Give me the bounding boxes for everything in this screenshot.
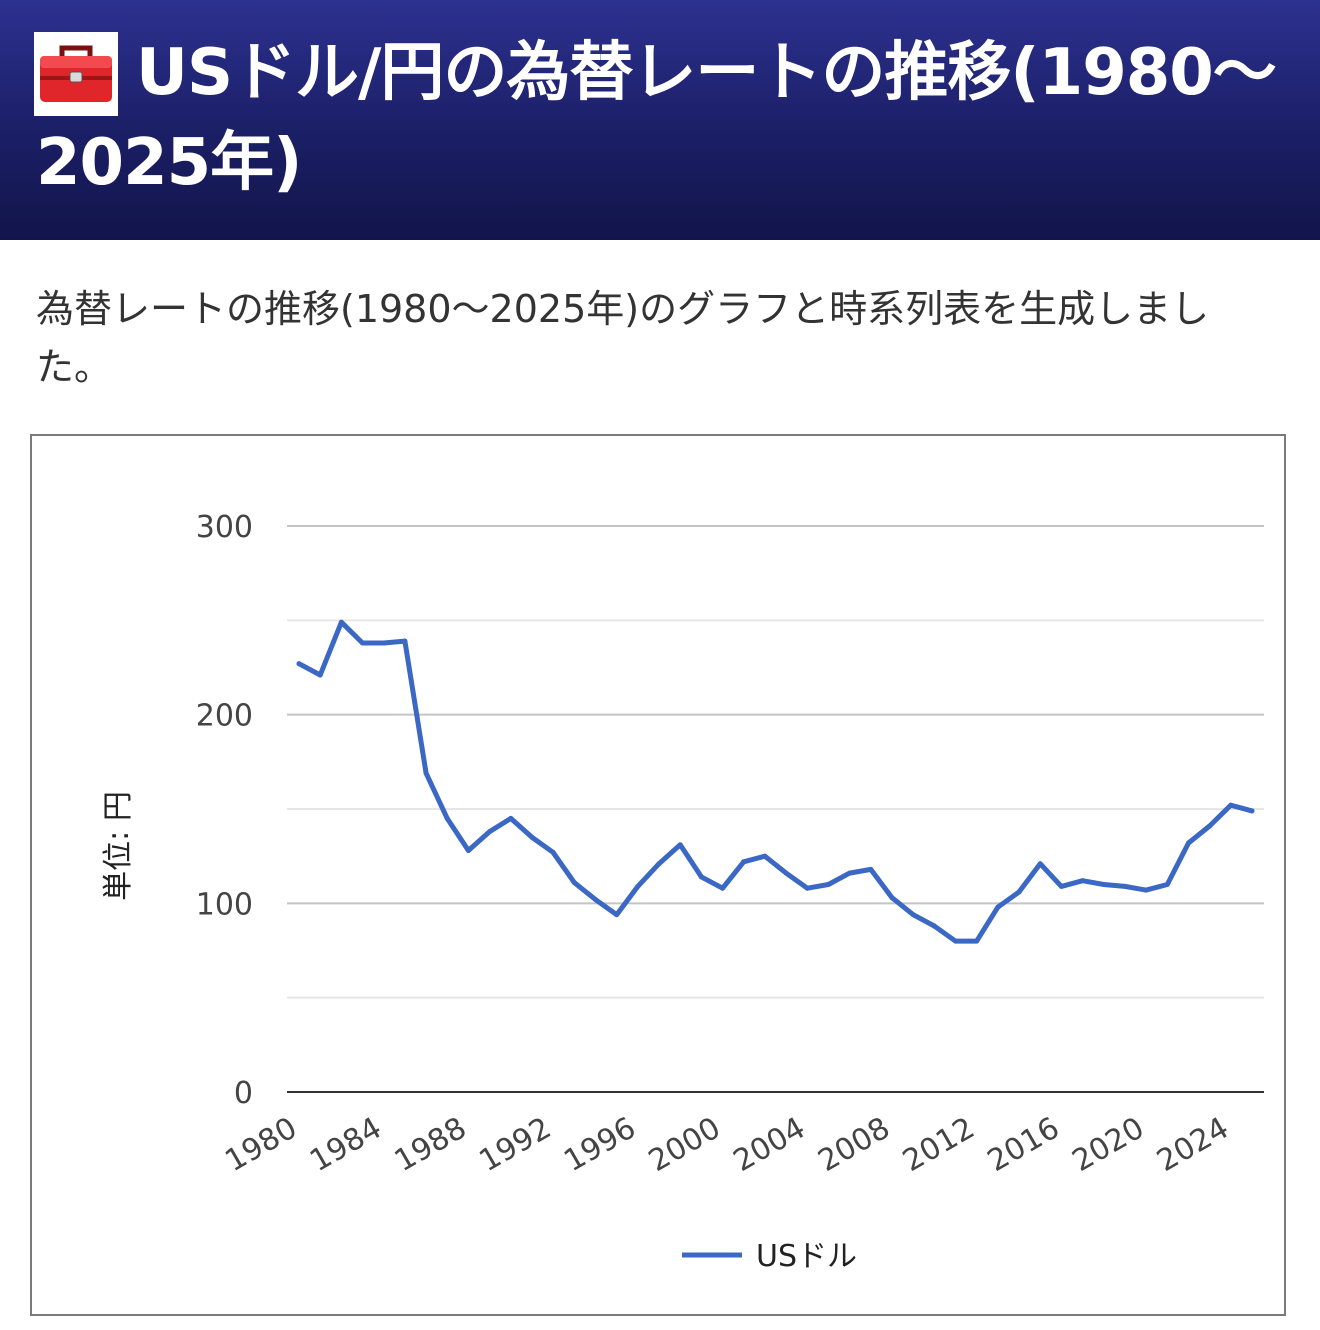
data-point[interactable] [1101, 881, 1107, 887]
data-point[interactable] [804, 885, 810, 891]
data-point[interactable] [1228, 802, 1234, 808]
y-tick-label: 200 [196, 699, 253, 734]
data-point[interactable] [889, 895, 895, 901]
x-tick-label: 2004 [728, 1111, 812, 1179]
x-tick-label: 2016 [982, 1111, 1066, 1179]
x-tick-label: 2024 [1151, 1111, 1235, 1179]
data-point[interactable] [635, 883, 641, 889]
x-tick-label: 1984 [304, 1111, 388, 1179]
data-point[interactable] [338, 619, 344, 625]
data-point[interactable] [317, 672, 323, 678]
x-axis-ticks: 1980 1984 1988 1992 1996 2000 2004 2008 2012 2016… [219, 1111, 1234, 1179]
data-point[interactable] [1037, 861, 1043, 867]
data-point[interactable] [423, 770, 429, 776]
data-point[interactable] [402, 638, 408, 644]
y-axis-ticks: 0 100 200 300 [196, 510, 253, 1111]
page-header: USドル/円の為替レートの推移(1980〜2025年) [0, 0, 1320, 240]
data-point[interactable] [910, 912, 916, 918]
data-point[interactable] [465, 848, 471, 854]
y-tick-label: 0 [234, 1076, 253, 1111]
data-point[interactable] [444, 815, 450, 821]
data-point[interactable] [656, 861, 662, 867]
data-point[interactable] [381, 640, 387, 646]
data-point[interactable] [1122, 883, 1128, 889]
data-point[interactable] [825, 881, 831, 887]
data-point[interactable] [1143, 887, 1149, 893]
x-tick-label: 2020 [1066, 1111, 1150, 1179]
x-tick-label: 1992 [474, 1111, 558, 1179]
data-point[interactable] [1185, 840, 1191, 846]
data-point[interactable] [677, 842, 683, 848]
y-tick-label: 300 [196, 510, 253, 545]
data-point[interactable] [550, 849, 556, 855]
data-point[interactable] [1058, 883, 1064, 889]
x-tick-label: 1996 [558, 1111, 642, 1179]
series-points [296, 619, 1255, 944]
data-point[interactable] [1016, 889, 1022, 895]
x-tick-label: 2008 [812, 1111, 896, 1179]
data-point[interactable] [487, 829, 493, 835]
data-point[interactable] [698, 874, 704, 880]
data-point[interactable] [1207, 823, 1213, 829]
data-point[interactable] [1080, 878, 1086, 884]
data-point[interactable] [508, 815, 514, 821]
series-line-usd [296, 619, 1255, 944]
data-point[interactable] [296, 661, 302, 667]
x-tick-label: 2012 [897, 1111, 981, 1179]
data-point[interactable] [592, 897, 598, 903]
data-point[interactable] [360, 640, 366, 646]
intro-text: 為替レートの推移(1980〜2025年)のグラフと時系列表を生成しました。 [36, 287, 1210, 389]
x-tick-label: 2000 [643, 1111, 727, 1179]
chart-legend[interactable]: USドル [682, 1239, 857, 1274]
data-point[interactable] [741, 859, 747, 865]
data-point[interactable] [868, 866, 874, 872]
data-point[interactable] [720, 885, 726, 891]
data-point[interactable] [529, 834, 535, 840]
y-tick-label: 100 [196, 887, 253, 922]
x-tick-label: 1980 [219, 1111, 303, 1179]
data-point[interactable] [762, 853, 768, 859]
data-point[interactable] [931, 923, 937, 929]
data-point[interactable] [974, 938, 980, 944]
data-point[interactable] [1249, 808, 1255, 814]
line-chart: 0 100 200 300 1980 1984 1988 1992 1996 2000 2004 2… [30, 434, 1286, 1316]
page-title: USドル/円の為替レートの推移(1980〜2025年) [36, 36, 1277, 200]
data-point[interactable] [614, 912, 620, 918]
chart-gridlines [287, 525, 1264, 999]
data-point[interactable] [995, 904, 1001, 910]
data-point[interactable] [953, 938, 959, 944]
data-point[interactable] [847, 870, 853, 876]
data-point[interactable] [783, 870, 789, 876]
data-point[interactable] [571, 880, 577, 886]
data-point[interactable] [1164, 881, 1170, 887]
legend-label: USドル [756, 1239, 857, 1274]
y-axis-label: 単位: 円 [101, 791, 136, 901]
toolbox-icon [34, 32, 118, 116]
x-tick-label: 1988 [389, 1111, 473, 1179]
